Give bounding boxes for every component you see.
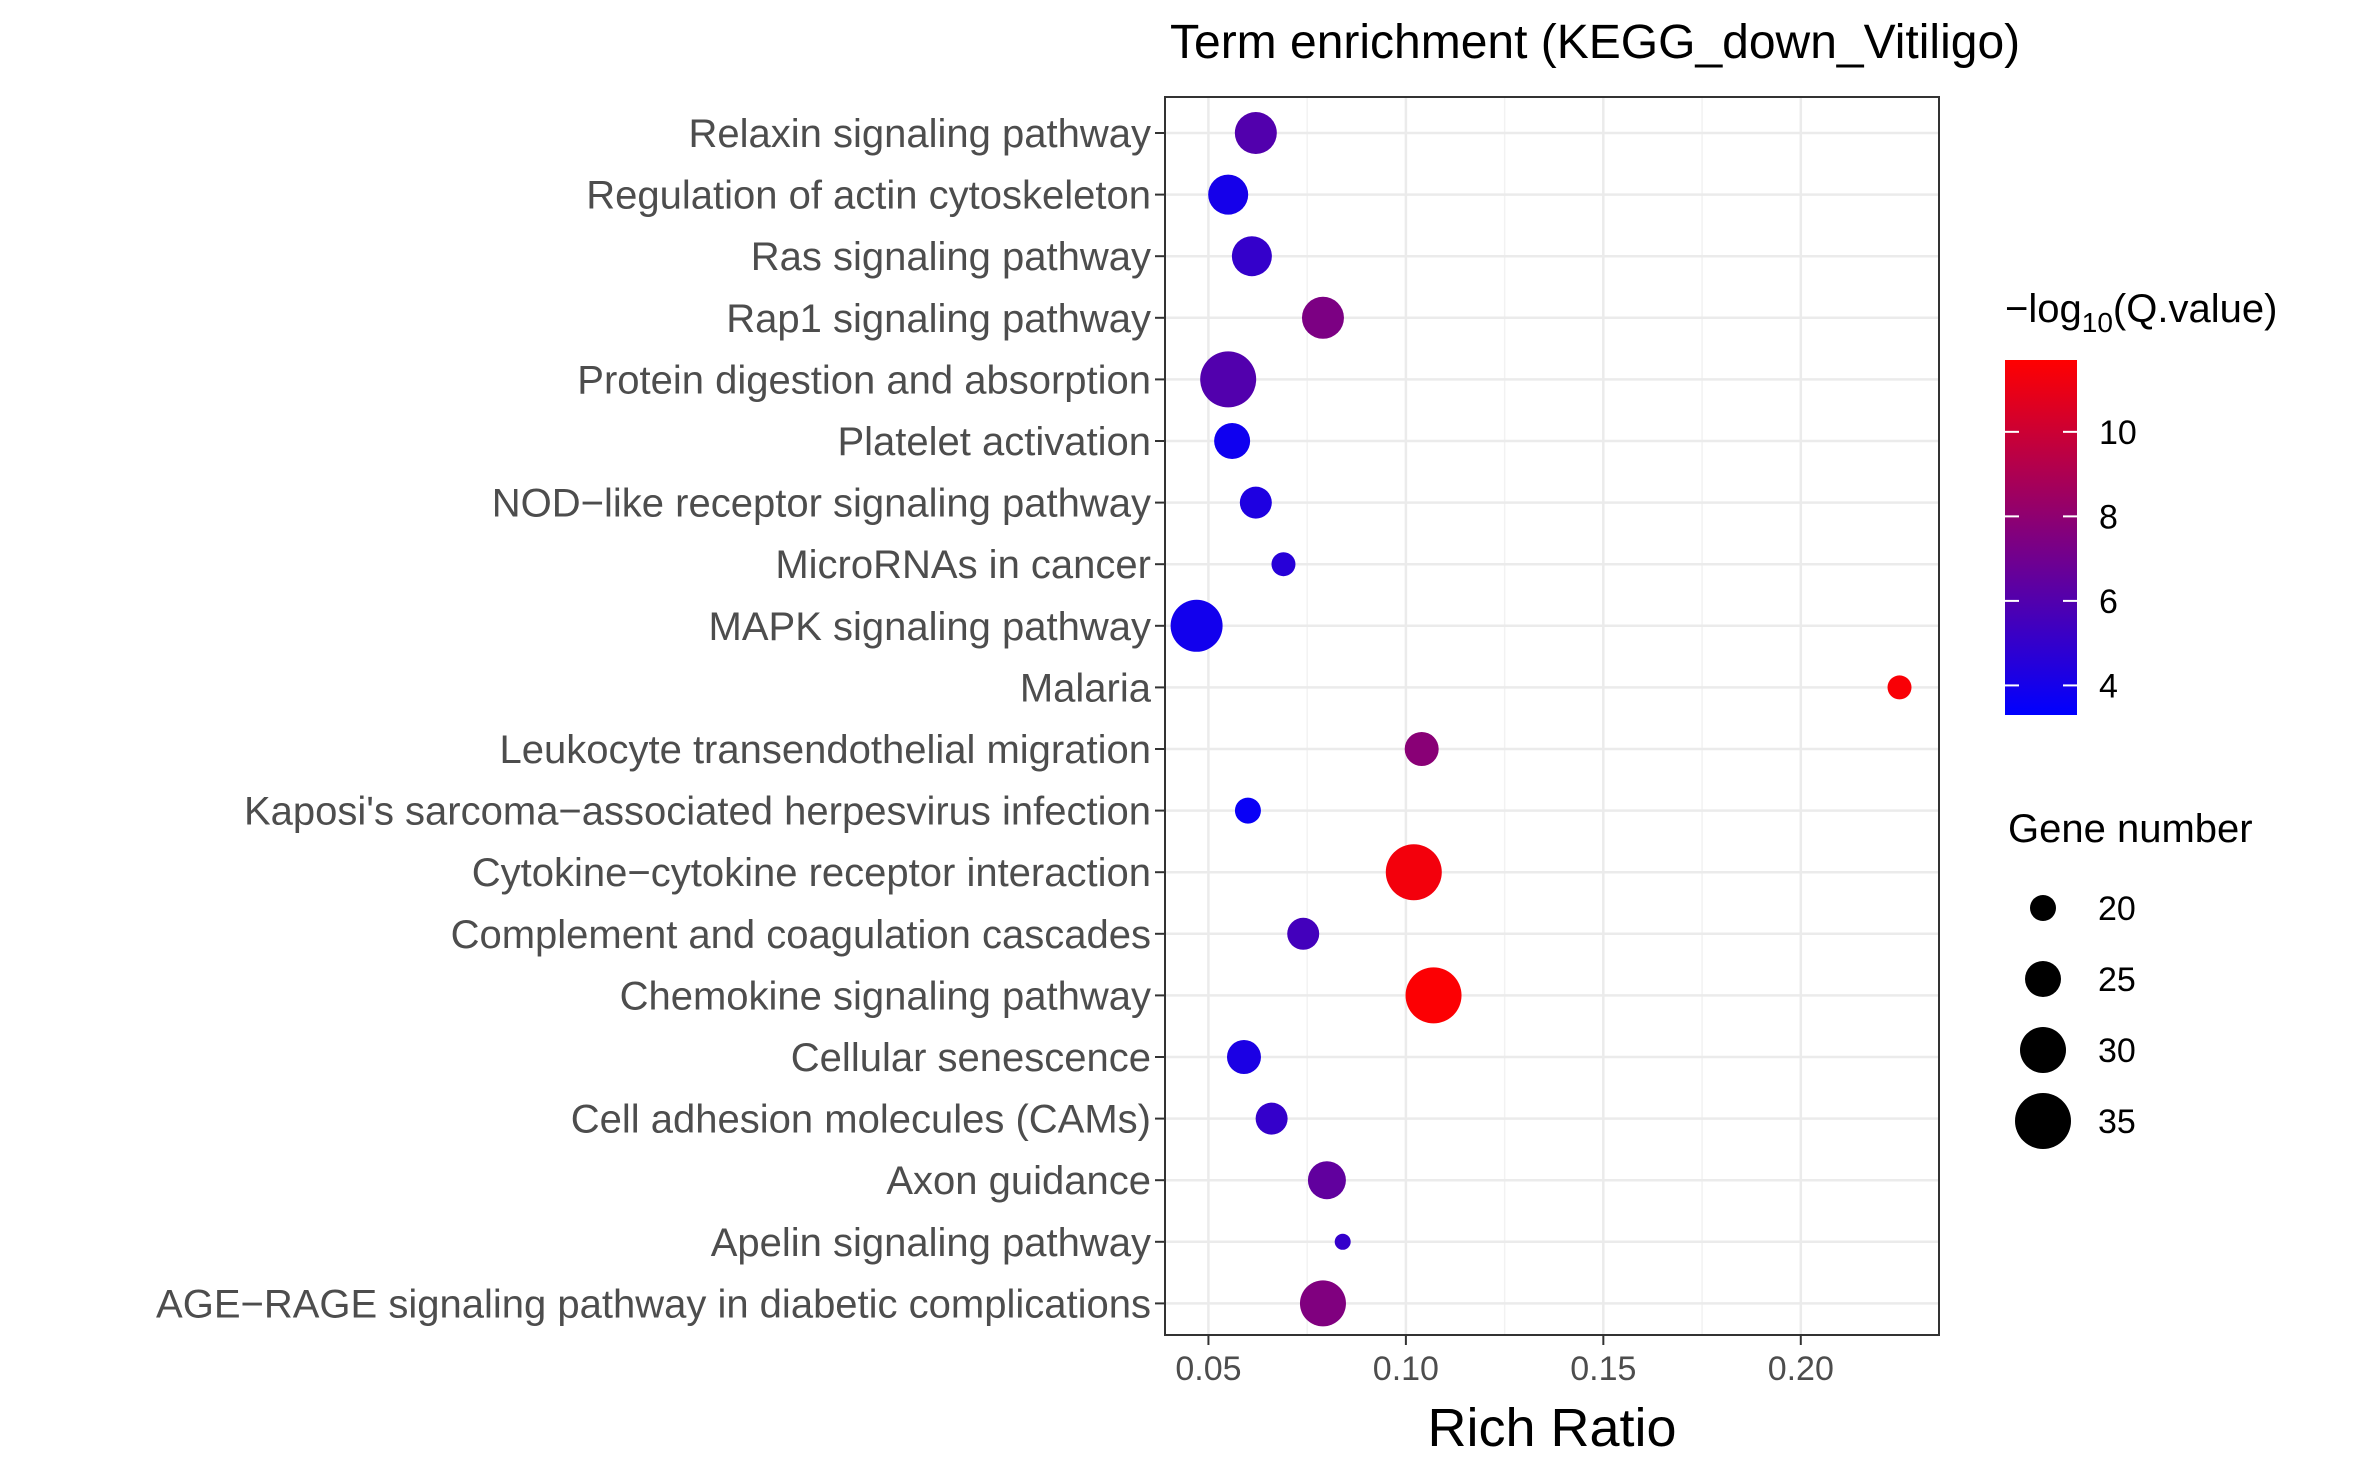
y-tick-label: Cell adhesion molecules (CAMs): [571, 1098, 1151, 1142]
y-tick-label: MicroRNAs in cancer: [775, 543, 1151, 587]
x-axis-label: Rich Ratio: [1427, 1398, 1676, 1458]
data-point: [1405, 967, 1462, 1024]
plot-panel-border: [1164, 96, 1940, 1336]
data-point: [1170, 599, 1223, 652]
y-tick-label: Leukocyte transendothelial migration: [499, 728, 1151, 772]
data-point: [1404, 732, 1439, 766]
size-key-label: 25: [2098, 961, 2136, 999]
color-tick-label: 6: [2099, 583, 2118, 621]
color-bar: [2005, 360, 2077, 715]
data-point: [1239, 486, 1272, 519]
data-points: [1170, 112, 1912, 1327]
y-axis: Relaxin signaling pathway Regulation of a…: [156, 112, 1165, 1326]
color-legend-title-subscript: 10: [2082, 307, 2113, 338]
y-tick-label: Axon guidance: [886, 1159, 1151, 1203]
y-tick-label: Cytokine−cytokine receptor interaction: [472, 851, 1151, 895]
y-tick-label: Apelin signaling pathway: [711, 1221, 1151, 1265]
size-key-label: 20: [2098, 890, 2136, 928]
y-tick-label: MAPK signaling pathway: [709, 605, 1151, 649]
data-point: [1299, 1280, 1346, 1327]
size-legend-keys: 20 25 30 35: [2015, 890, 2136, 1149]
y-tick-label: Cellular senescence: [791, 1036, 1151, 1080]
y-tick-label: NOD−like receptor signaling pathway: [492, 482, 1151, 526]
size-key-circle: [2030, 895, 2056, 921]
y-tick-label: Kaposi's sarcoma−associated herpesvirus …: [244, 790, 1151, 834]
grid-lines: [1165, 97, 1939, 1335]
color-legend-ticks: 4 6 8 10: [2005, 414, 2137, 705]
size-key-circle: [2015, 1093, 2071, 1149]
x-axis: 0.05 0.10 0.15 0.20: [1175, 1335, 1834, 1388]
y-tick-label: Complement and coagulation cascades: [451, 913, 1151, 957]
color-tick-label: 8: [2099, 498, 2118, 536]
x-tick-label: 0.20: [1768, 1350, 1834, 1388]
data-point: [1231, 236, 1272, 277]
y-tick-label: AGE−RAGE signaling pathway in diabetic c…: [156, 1282, 1151, 1326]
data-point: [1287, 917, 1320, 950]
size-legend: Gene number 20 25 30 35: [2008, 807, 2253, 1149]
data-point: [1208, 174, 1249, 215]
data-point: [1307, 1161, 1346, 1200]
size-legend-title: Gene number: [2008, 807, 2253, 851]
data-point: [1214, 423, 1251, 459]
color-legend-title-prefix: −log: [2005, 287, 2082, 331]
y-tick-label: Rap1 signaling pathway: [726, 297, 1151, 341]
x-tick-label: 0.15: [1570, 1350, 1636, 1388]
data-point: [1271, 552, 1296, 577]
chart-title: Term enrichment (KEGG_down_Vitiligo): [1170, 16, 2020, 69]
size-key-circle: [2020, 1027, 2066, 1073]
data-point: [1887, 675, 1912, 700]
data-point: [1255, 1102, 1288, 1135]
y-tick-label: Chemokine signaling pathway: [620, 974, 1151, 1018]
size-key-circle: [2025, 961, 2061, 997]
size-key-label: 35: [2098, 1103, 2136, 1141]
y-tick-label: Platelet activation: [837, 420, 1151, 464]
color-tick-label: 10: [2099, 414, 2137, 452]
y-tick-label: Regulation of actin cytoskeleton: [586, 174, 1151, 218]
data-point: [1334, 1233, 1351, 1250]
data-point: [1226, 1040, 1261, 1074]
color-legend-title: −log10(Q.value): [2005, 287, 2277, 338]
plot-panel: [1165, 97, 1939, 1335]
x-tick-label: 0.05: [1175, 1350, 1241, 1388]
y-tick-label: Ras signaling pathway: [751, 235, 1151, 279]
y-tick-label: Relaxin signaling pathway: [689, 112, 1152, 156]
data-point: [1234, 797, 1261, 824]
data-point: [1234, 112, 1277, 154]
x-tick-label: 0.10: [1373, 1350, 1439, 1388]
y-tick-label: Malaria: [1020, 666, 1152, 710]
size-key-label: 30: [2098, 1032, 2136, 1070]
data-point: [1385, 844, 1442, 901]
y-tick-label: Protein digestion and absorption: [577, 358, 1151, 402]
data-point: [1200, 351, 1257, 408]
color-legend-title-suffix: (Q.value): [2113, 287, 2278, 331]
color-tick-label: 4: [2099, 667, 2118, 705]
data-point: [1301, 296, 1344, 339]
